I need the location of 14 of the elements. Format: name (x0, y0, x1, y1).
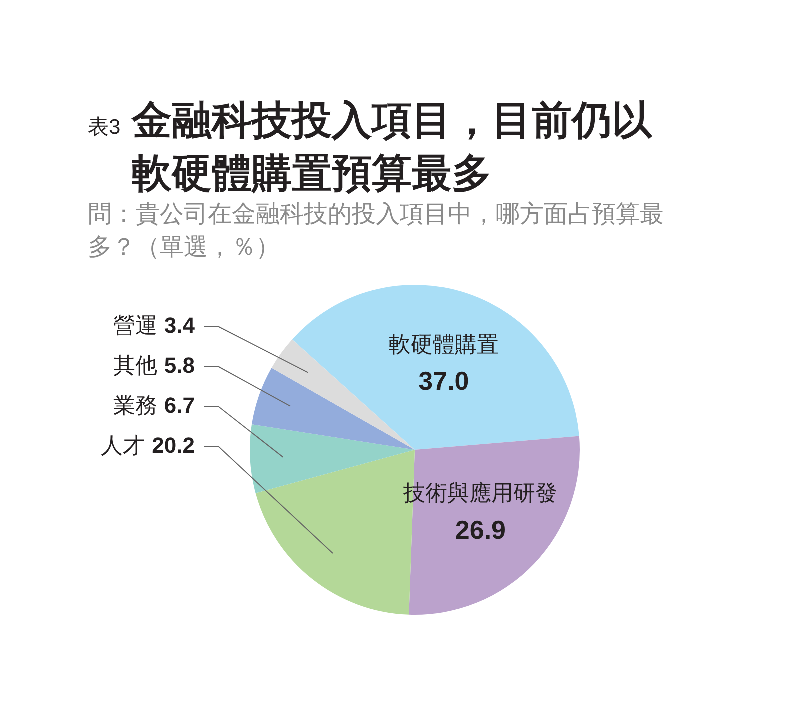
slice-label: 技術與應用研發 (402, 480, 558, 506)
data-label: 3.4 (164, 313, 196, 338)
data-label: 26.9 (455, 514, 506, 545)
slice-label: 軟硬體購置 (388, 332, 499, 358)
chart-subtitle: 問：貴公司在金融科技的投入項目中，哪方面占預算最多？（單選，％） (88, 200, 665, 263)
data-label: 20.2 (152, 433, 195, 458)
slice-label: 營運 (113, 313, 158, 338)
chart-title: 表3 金融科技投入項目，目前仍以軟硬體購置預算最多 (88, 99, 652, 196)
data-label: 37.0 (418, 366, 470, 396)
slice-label: 人才 (101, 433, 146, 458)
data-label: 5.8 (164, 353, 195, 378)
slice-label: 其他 (113, 353, 158, 378)
slice-label: 業務 (113, 393, 158, 418)
data-label: 6.7 (164, 393, 195, 418)
